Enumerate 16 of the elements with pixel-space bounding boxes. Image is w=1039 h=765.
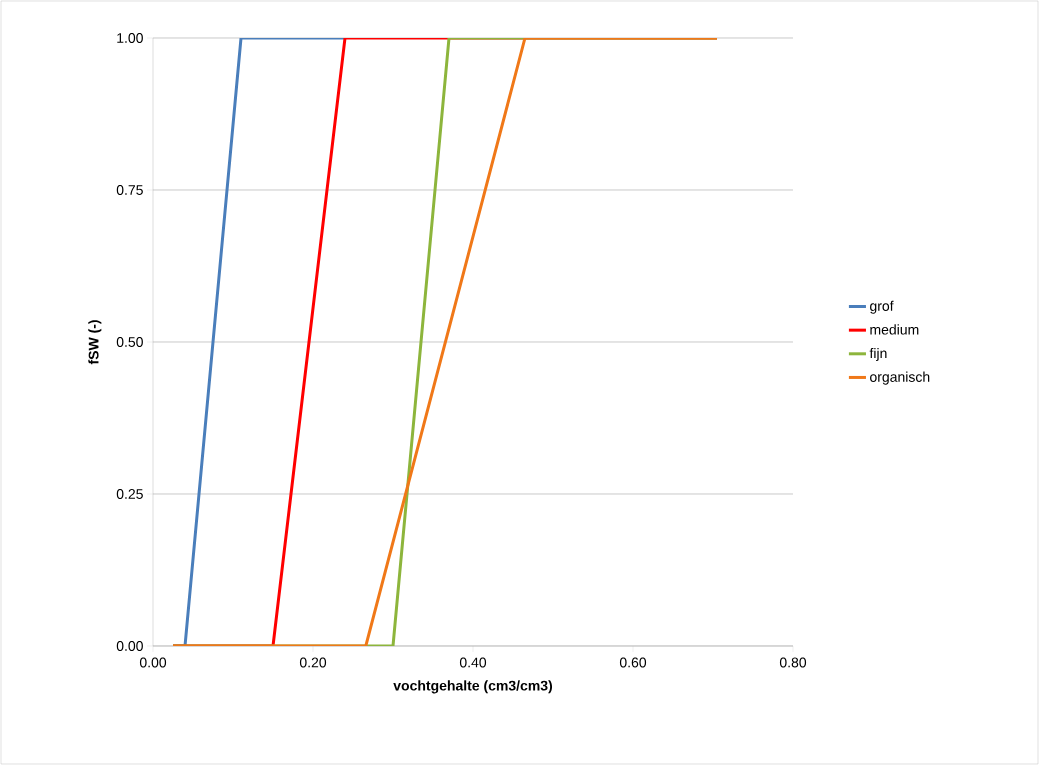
y-tick-label: 0.00 <box>116 641 143 651</box>
x-tick-label: 0.40 <box>459 657 487 668</box>
y-tick-label: 1.00 <box>117 33 143 43</box>
legend-label: medium <box>870 324 919 335</box>
y-tick-label: 0.25 <box>116 489 143 499</box>
x-tick-label: 0.20 <box>299 657 327 668</box>
legend-label: grof <box>870 300 894 314</box>
x-tick-label: 0.00 <box>139 657 167 668</box>
x-axis-title: vochtgehalte (cm3/cm3) <box>393 680 553 694</box>
y-axis-title: fSW (-) <box>88 320 102 365</box>
x-tick-label: 0.80 <box>779 657 807 668</box>
y-tick-label: 0.75 <box>116 185 143 195</box>
y-tick-label: 0.50 <box>116 337 143 347</box>
legend-label: fijn <box>869 347 887 362</box>
x-tick-label: 0.60 <box>619 657 647 668</box>
legend-label: organisch <box>870 371 930 385</box>
